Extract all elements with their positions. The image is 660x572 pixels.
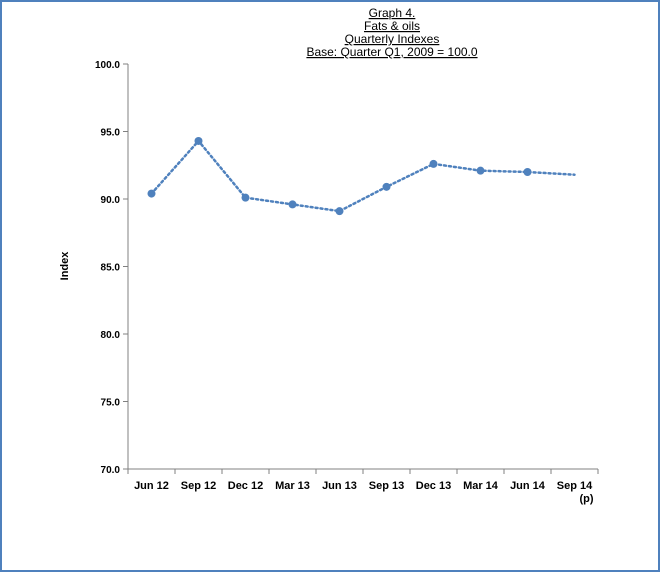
axes bbox=[127, 64, 598, 470]
x-tick-label: Jun 14 bbox=[510, 480, 546, 492]
chart-title-line: Quarterly Indexes bbox=[345, 32, 440, 46]
chart-title-line: Base: Quarter Q1, 2009 = 100.0 bbox=[306, 45, 477, 59]
data-point bbox=[241, 193, 250, 202]
y-tick-label: 80.0 bbox=[101, 330, 121, 341]
data-point bbox=[476, 166, 485, 175]
y-tick-label: 100.0 bbox=[95, 60, 120, 71]
x-tick-label: Dec 13 bbox=[416, 480, 451, 492]
data-point bbox=[147, 189, 156, 198]
data-point bbox=[288, 200, 297, 209]
y-tick-label: 75.0 bbox=[101, 398, 121, 409]
y-axis-label: Index bbox=[59, 251, 71, 281]
x-tick-label: Mar 13 bbox=[275, 480, 310, 492]
x-tick-label: Dec 12 bbox=[228, 480, 263, 492]
x-tick-label: Sep 13 bbox=[369, 480, 404, 492]
x-tick-label: Jun 13 bbox=[322, 480, 357, 492]
y-tick-label: 95.0 bbox=[101, 128, 121, 139]
chart-title-line: Fats & oils bbox=[364, 19, 420, 33]
data-point bbox=[523, 168, 532, 176]
chart-title-line: Graph 4. bbox=[369, 6, 416, 20]
x-tick-label: Sep 14 (p) bbox=[557, 480, 594, 505]
y-tick-label: 85.0 bbox=[101, 263, 121, 274]
data-point bbox=[429, 159, 438, 168]
x-tick-label: Sep 12 bbox=[181, 480, 216, 492]
y-tick-label: 70.0 bbox=[101, 465, 121, 476]
data-point bbox=[335, 207, 344, 216]
x-tick-label: Mar 14 bbox=[463, 480, 499, 492]
y-axis-ticks: 70.0 75.0 80.0 85.0 90.0 95.0 100.0 bbox=[95, 60, 128, 476]
y-tick-label: 90.0 bbox=[101, 195, 121, 206]
data-point bbox=[382, 182, 391, 191]
data-series bbox=[147, 136, 576, 216]
series-line bbox=[150, 139, 576, 213]
x-axis-ticks: Jun 12 Sep 12 Dec 12 Mar 13 Jun 13 Sep 13 Dec … bbox=[127, 469, 599, 505]
data-point bbox=[194, 136, 203, 145]
x-tick-label: Jun 12 bbox=[134, 480, 169, 492]
